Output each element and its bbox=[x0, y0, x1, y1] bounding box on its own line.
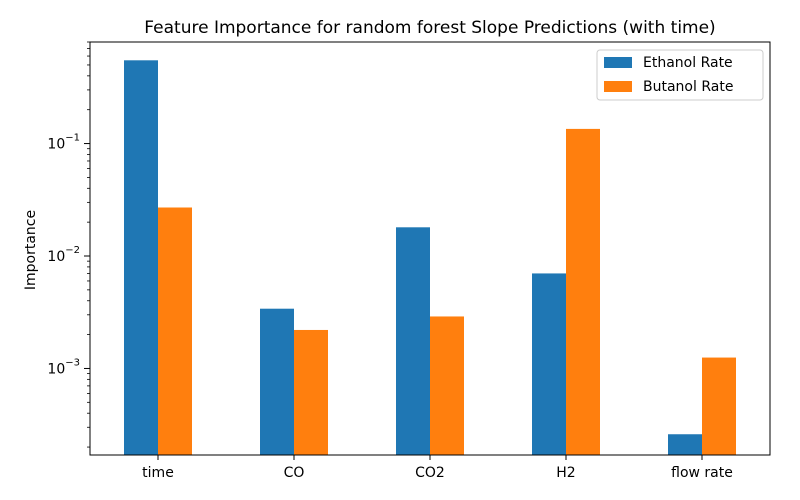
legend-swatch bbox=[604, 81, 632, 92]
axes-layer: time CO CO2 H2 flow rate 10−3 10−2 10−1 bbox=[47, 41, 771, 481]
x-tick-label: time bbox=[142, 465, 174, 481]
y-tick-exponent: −2 bbox=[65, 245, 80, 256]
y-tick-exponent: −1 bbox=[65, 133, 80, 144]
x-tick-label: H2 bbox=[556, 465, 575, 481]
bar-ethanol-rate-co2 bbox=[396, 227, 430, 455]
bar-ethanol-rate-h2 bbox=[532, 273, 566, 455]
legend: Ethanol Rate Butanol Rate bbox=[596, 49, 764, 101]
x-tick-label: CO2 bbox=[415, 465, 445, 481]
bar-butanol-rate-h2 bbox=[566, 128, 600, 455]
bar-butanol-rate-time bbox=[158, 207, 192, 455]
y-tick-label: 10−3 bbox=[47, 357, 80, 377]
bar-ethanol-rate-flow-rate bbox=[668, 434, 702, 455]
bars-layer bbox=[124, 60, 736, 456]
chart-title: Feature Importance for random forest Slo… bbox=[144, 18, 715, 38]
bar-ethanol-rate-time bbox=[124, 60, 158, 456]
y-tick-label: 10−1 bbox=[47, 133, 80, 153]
x-tick-label: CO bbox=[284, 465, 305, 481]
bar-ethanol-rate-co bbox=[260, 308, 294, 455]
legend-swatch bbox=[604, 57, 632, 68]
legend-frame bbox=[596, 49, 764, 101]
bar-butanol-rate-flow-rate bbox=[702, 357, 736, 455]
y-tick-label: 10−2 bbox=[47, 245, 80, 265]
bar-butanol-rate-co2 bbox=[430, 316, 464, 455]
legend-label: Butanol Rate bbox=[643, 79, 733, 95]
y-tick-exponent: −3 bbox=[65, 357, 80, 368]
bar-butanol-rate-co bbox=[294, 329, 328, 455]
x-tick-label: flow rate bbox=[671, 465, 733, 481]
y-axis-label: Importance bbox=[23, 210, 39, 290]
legend-label: Ethanol Rate bbox=[643, 55, 733, 71]
